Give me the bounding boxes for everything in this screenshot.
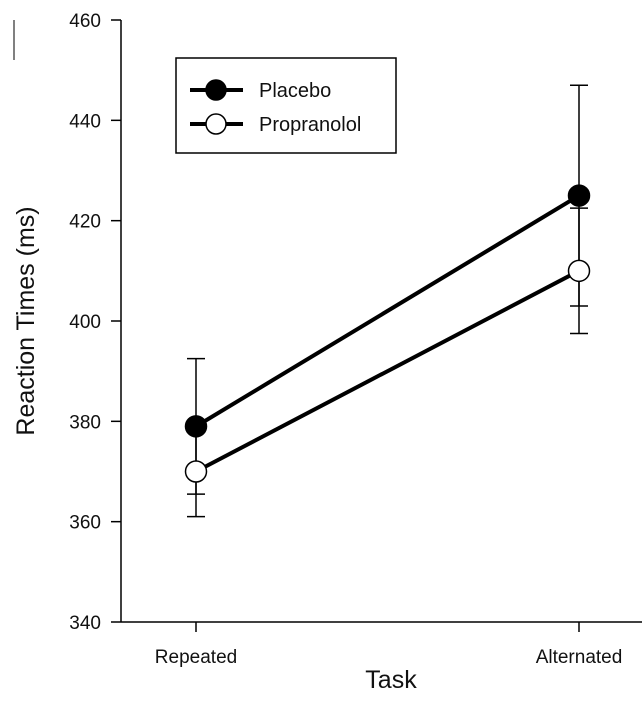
legend-label-placebo: Placebo — [259, 80, 331, 102]
y-tick-label: 380 — [69, 412, 101, 433]
data-point-propranolol — [184, 460, 208, 483]
y-tick-label: 340 — [69, 613, 101, 634]
legend-marker-propranolol — [205, 113, 227, 135]
y-tick-label: 400 — [69, 312, 101, 333]
series-line-propranolol — [195, 269, 580, 474]
legend-label-propranolol: Propranolol — [259, 114, 361, 136]
legend: Placebo Propranolol — [175, 57, 397, 154]
y-axis-title: Reaction Times (ms) — [12, 206, 40, 435]
y-tick-label: 420 — [69, 212, 101, 233]
x-tick-label: Alternated — [536, 647, 623, 668]
y-tick-label: 460 — [69, 11, 101, 32]
y-tick-label: 440 — [69, 111, 101, 132]
data-point-placebo — [567, 184, 591, 207]
x-tick-label: Repeated — [155, 647, 237, 668]
tick-labels: 340 360 380 400 420 440 460 Repeated Alternated — [69, 11, 622, 668]
tick-marks — [111, 19, 580, 632]
data-points — [184, 184, 591, 483]
series-lines — [194, 193, 581, 474]
x-axis-title: Task — [365, 666, 417, 694]
y-tick-label: 360 — [69, 513, 101, 534]
legend-box — [175, 57, 397, 154]
series-line-placebo — [194, 193, 581, 429]
legend-marker-placebo — [205, 79, 227, 101]
data-point-propranolol — [567, 259, 591, 283]
data-point-placebo — [184, 415, 208, 438]
